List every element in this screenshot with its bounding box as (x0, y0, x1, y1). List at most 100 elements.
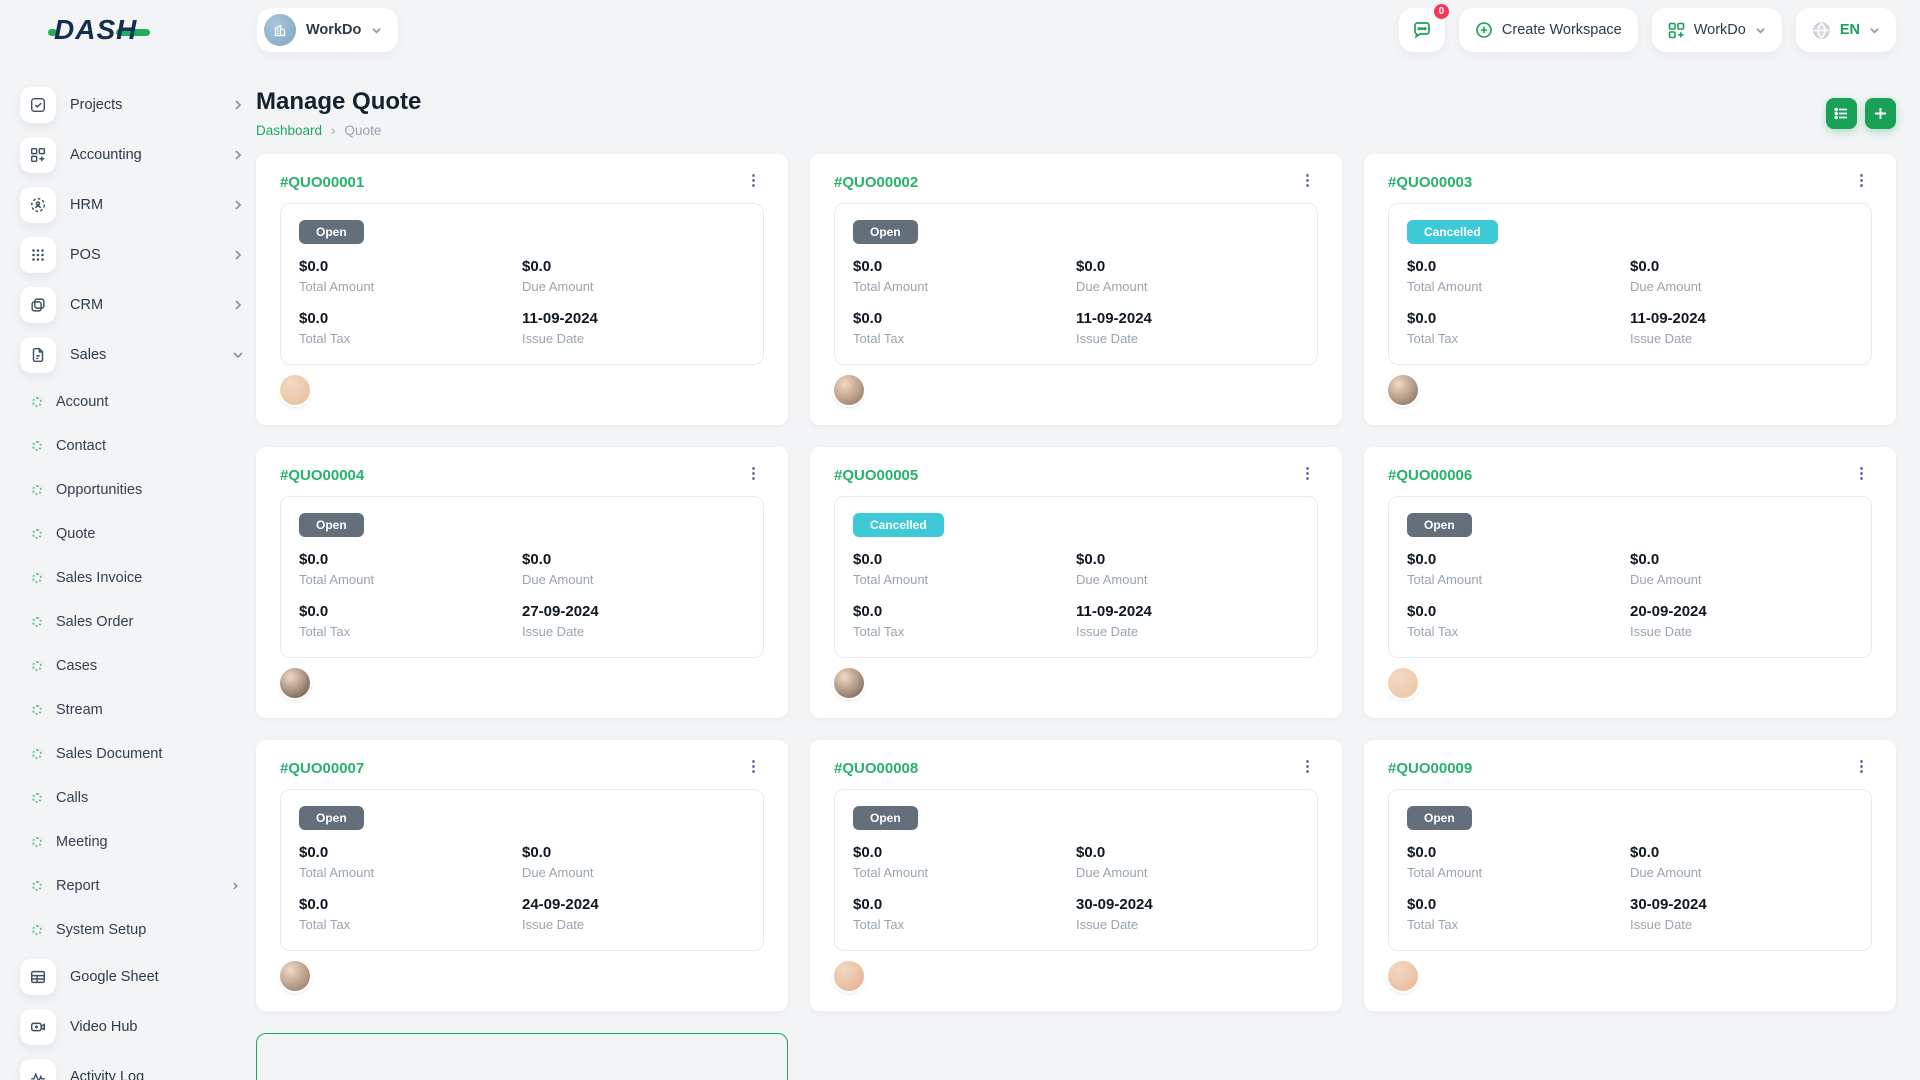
sidebar-subitem-label: Meeting (56, 834, 108, 850)
quote-id-link[interactable]: #QUO00005 (834, 467, 919, 484)
due-amount-label: Due Amount (1630, 865, 1702, 880)
due-amount-value: $0.0 (1076, 258, 1106, 275)
issue-date-label: Issue Date (522, 917, 585, 932)
quote-id-link[interactable]: #QUO00004 (280, 467, 365, 484)
circle-bullet-icon (32, 793, 42, 803)
app-logo[interactable]: DASH (20, 0, 244, 60)
due-amount-value: $0.0 (1076, 551, 1106, 568)
create-workspace-button[interactable]: Create Workspace (1458, 8, 1638, 52)
kebab-menu-icon[interactable]: ⋮ (1854, 172, 1869, 189)
dots-grid-icon (20, 237, 56, 273)
total-tax-stat: $0.0 Total Tax (853, 896, 1076, 932)
sidebar-item-accounting[interactable]: Accounting (20, 130, 244, 180)
sidebar-item-video-hub[interactable]: Video Hub (20, 1002, 244, 1052)
quote-details-panel: Open $0.0 Total Amount $0.0 Due Amount $… (280, 789, 764, 951)
total-amount-value: $0.0 (1407, 258, 1437, 275)
logo-accent-dot (48, 29, 57, 36)
chevron-right-icon (235, 200, 242, 210)
plus-icon (1875, 107, 1886, 119)
status-badge: Open (299, 806, 364, 830)
sidebar-subitem[interactable]: Stream (20, 688, 244, 732)
sidebar-item-google-sheet[interactable]: Google Sheet (20, 952, 244, 1002)
circle-bullet-icon (32, 749, 42, 759)
sidebar-subitem[interactable]: Meeting (20, 820, 244, 864)
quote-id-link[interactable]: #QUO00002 (834, 174, 919, 191)
sidebar-item-pos[interactable]: POS (20, 230, 244, 280)
circle-bullet-icon (32, 705, 42, 715)
list-view-button[interactable] (1826, 97, 1857, 129)
sidebar-subitem[interactable]: Contact (20, 424, 244, 468)
due-amount-value: $0.0 (1076, 844, 1106, 861)
breadcrumb-dashboard-link[interactable]: Dashboard (256, 123, 323, 138)
sidebar-item-label: Video Hub (70, 1019, 138, 1035)
add-quote-button[interactable] (1865, 97, 1896, 129)
sidebar-item-projects[interactable]: Projects (20, 80, 244, 130)
quote-details-panel: Cancelled $0.0 Total Amount $0.0 Due Amo… (1388, 203, 1872, 365)
kebab-menu-icon[interactable]: ⋮ (1854, 465, 1869, 482)
status-badge: Cancelled (853, 513, 944, 537)
sidebar-item-sales[interactable]: Sales (20, 330, 244, 380)
sidebar-item-hrm[interactable]: HRM (20, 180, 244, 230)
total-amount-stat: $0.0 Total Amount (299, 844, 522, 880)
circle-bullet-icon (32, 617, 42, 627)
due-amount-label: Due Amount (1076, 279, 1148, 294)
sidebar-subitem[interactable]: Cases (20, 644, 244, 688)
due-amount-stat: $0.0 Due Amount (1630, 844, 1853, 880)
quote-id-link[interactable]: #QUO00001 (280, 174, 365, 191)
issue-date-value: 11-09-2024 (1076, 310, 1152, 327)
total-tax-label: Total Tax (1407, 917, 1459, 932)
total-tax-value: $0.0 (853, 603, 883, 620)
total-amount-label: Total Amount (853, 572, 929, 587)
status-badge: Cancelled (1407, 220, 1498, 244)
kebab-menu-icon[interactable]: ⋮ (1300, 465, 1315, 482)
status-badge: Open (299, 513, 364, 537)
total-tax-label: Total Tax (853, 624, 905, 639)
total-tax-label: Total Tax (299, 331, 351, 346)
quote-id-link[interactable]: #QUO00007 (280, 760, 365, 777)
total-amount-value: $0.0 (299, 258, 329, 275)
sidebar-subitem[interactable]: Sales Document (20, 732, 244, 776)
sidebar-subitem[interactable]: Sales Invoice (20, 556, 244, 600)
sales-submenu: Account Contact Opportunities (20, 380, 244, 952)
kebab-menu-icon[interactable]: ⋮ (1300, 172, 1315, 189)
sidebar-subitem-label: Calls (56, 790, 89, 806)
sidebar-subitem[interactable]: Report › (20, 864, 244, 908)
sidebar-subitem[interactable]: System Setup (20, 908, 244, 952)
sidebar-subitem[interactable]: Calls (20, 776, 244, 820)
kebab-menu-icon[interactable]: ⋮ (1854, 758, 1869, 775)
quote-id-link[interactable]: #QUO00008 (834, 760, 919, 777)
kebab-menu-icon[interactable]: ⋮ (746, 172, 761, 189)
total-amount-value: $0.0 (1407, 551, 1437, 568)
sidebar-item-activity-log[interactable]: Activity Log (20, 1052, 244, 1080)
quote-id-link[interactable]: #QUO00006 (1388, 467, 1473, 484)
total-amount-label: Total Amount (1407, 865, 1483, 880)
kebab-menu-icon[interactable]: ⋮ (1300, 758, 1315, 775)
total-tax-value: $0.0 (299, 603, 329, 620)
language-dropdown[interactable]: EN (1795, 8, 1896, 52)
sidebar-subitem[interactable]: Account (20, 380, 244, 424)
quote-id-link[interactable]: #QUO00003 (1388, 174, 1473, 191)
issue-date-label: Issue Date (522, 624, 585, 639)
sidebar-subitem[interactable]: Quote (20, 512, 244, 556)
quote-details-panel: Open $0.0 Total Amount $0.0 Due Amount $… (834, 203, 1318, 365)
apps-dropdown[interactable]: WorkDo (1651, 8, 1782, 52)
messages-button[interactable]: 0 (1398, 2, 1451, 52)
workspace-switcher[interactable]: WorkDo (257, 8, 399, 52)
kebab-menu-icon[interactable]: ⋮ (746, 465, 761, 482)
due-amount-stat: $0.0 Due Amount (1630, 551, 1853, 587)
language-label: EN (1839, 22, 1860, 38)
chat-bubble-icon (1414, 22, 1430, 39)
total-amount-value: $0.0 (1407, 844, 1437, 861)
add-quote-outline-card[interactable] (256, 1033, 788, 1080)
sidebar-item-crm[interactable]: CRM (20, 280, 244, 330)
quotes-grid: #QUO00001 ⋮ Open $0.0 Total Amount $0.0 … (256, 154, 1896, 1011)
quote-id-link[interactable]: #QUO00009 (1388, 760, 1473, 777)
chevron-down-icon (1756, 27, 1765, 34)
due-amount-stat: $0.0 Due Amount (522, 258, 745, 294)
sidebar-subitem[interactable]: Sales Order (20, 600, 244, 644)
circle-bullet-icon (32, 661, 42, 671)
sidebar-subitem[interactable]: Opportunities (20, 468, 244, 512)
kebab-menu-icon[interactable]: ⋮ (746, 758, 761, 775)
status-badge: Open (299, 220, 364, 244)
total-tax-value: $0.0 (1407, 896, 1437, 913)
